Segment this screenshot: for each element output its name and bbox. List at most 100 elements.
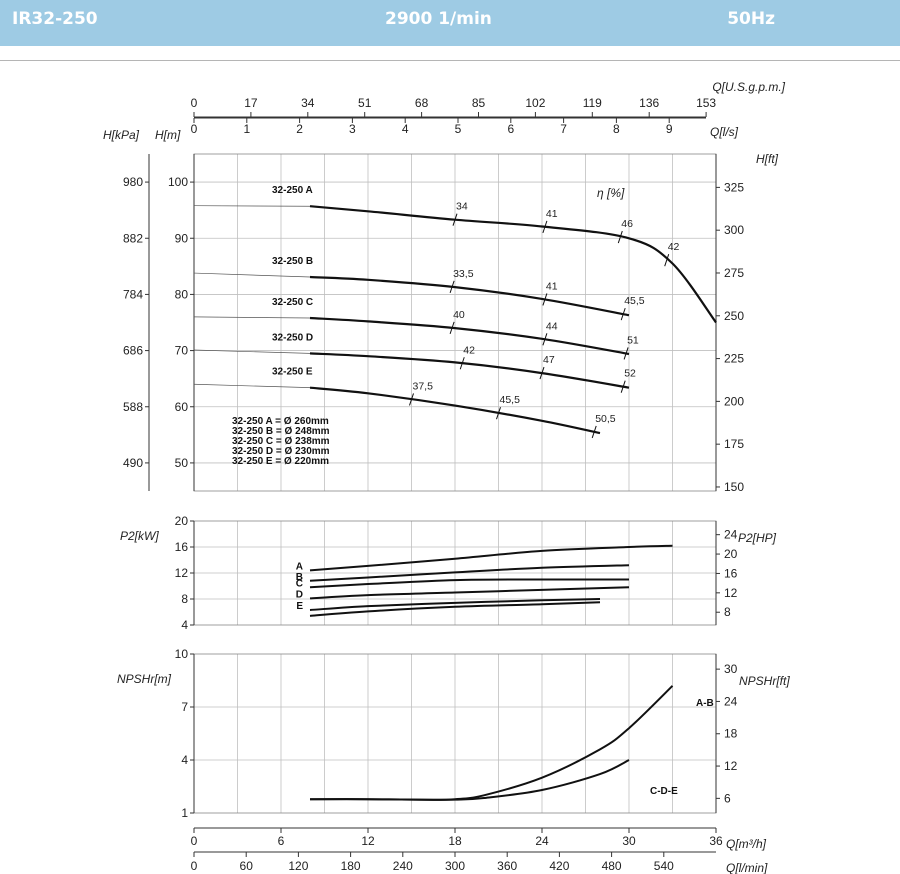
head-ft-tick-label: 200 <box>724 394 744 408</box>
efficiency-label: 42 <box>463 344 475 356</box>
m3h-tick-label: 24 <box>535 834 549 848</box>
power-curve <box>309 544 673 572</box>
power-kw-tick-label: 16 <box>175 540 189 554</box>
ls-tick-label: 7 <box>560 122 567 136</box>
head-m-tick-label: 60 <box>175 400 189 414</box>
efficiency-mark <box>449 321 455 335</box>
kpa-axis-title: H[kPa] <box>103 128 140 142</box>
head-ft-tick-label: 300 <box>724 223 744 237</box>
efficiency-mark <box>459 357 465 370</box>
lmin-tick-label: 180 <box>341 859 361 873</box>
head-curve-extension <box>193 349 311 354</box>
npsh-ft-tick-label: 18 <box>724 727 738 741</box>
diameter-legend-line: 32-250 C = Ø 238mm <box>232 436 330 447</box>
m3h-tick-label: 0 <box>191 834 198 848</box>
usgpm-tick-label: 153 <box>696 96 716 110</box>
efficiency-label: 45,5 <box>500 394 521 406</box>
efficiency-label: 33,5 <box>453 268 474 280</box>
head-curve-label: 32-250 C <box>272 297 313 308</box>
ls-tick-label: 6 <box>507 122 514 136</box>
efficiency-label: 50,5 <box>595 413 616 425</box>
head-m-tick-label: 70 <box>175 344 189 358</box>
usgpm-tick-label: 102 <box>525 96 545 110</box>
npsh-ft-tick-label: 6 <box>724 791 731 805</box>
power-curve-label: E <box>296 601 303 612</box>
efficiency-mark <box>449 280 455 294</box>
header-divider <box>0 60 900 61</box>
power-curve-label: C <box>296 578 303 589</box>
kpa-tick-label: 882 <box>123 231 143 245</box>
efficiency-mark <box>591 425 597 439</box>
efficiency-label: 42 <box>668 241 680 253</box>
usgpm-tick-label: 51 <box>358 96 372 110</box>
ls-tick-label: 1 <box>243 122 250 136</box>
power-curve-label: B <box>296 572 303 583</box>
power-curve <box>309 586 630 600</box>
power-kw-tick-label: 20 <box>175 514 189 528</box>
head-m-tick-label: 100 <box>168 175 188 189</box>
lmin-axis-title: Q[l/min] <box>726 861 768 874</box>
head-curve <box>309 205 717 324</box>
head-ft-axis-title: H[ft] <box>756 152 779 166</box>
efficiency-axis-title: η [%] <box>597 186 625 200</box>
usgpm-tick-label: 17 <box>244 96 258 110</box>
diameter-legend-line: 32-250 B = Ø 248mm <box>232 426 330 437</box>
usgpm-tick-label: 119 <box>583 96 602 110</box>
npsh-m-tick-label: 4 <box>181 753 188 767</box>
npsh-curve-label: A-B <box>696 698 714 709</box>
ls-tick-label: 2 <box>296 122 303 136</box>
power-kw-axis-title: P2[kW] <box>120 529 159 543</box>
lmin-tick-label: 240 <box>393 859 413 873</box>
efficiency-mark <box>664 253 670 267</box>
m3h-tick-label: 30 <box>622 834 636 848</box>
head-ft-tick-label: 275 <box>724 266 744 280</box>
kpa-tick-label: 980 <box>123 175 143 189</box>
npsh-curve-label: C-D-E <box>650 786 678 797</box>
power-curve <box>309 564 630 582</box>
efficiency-label: 41 <box>546 280 558 292</box>
efficiency-mark <box>496 407 501 420</box>
ls-tick-label: 3 <box>349 122 356 136</box>
diameter-legend-line: 32-250 E = Ø 220mm <box>232 456 329 467</box>
head-ft-tick-label: 175 <box>724 437 744 451</box>
head-curve-label: 32-250 E <box>272 367 313 378</box>
ls-tick-label: 9 <box>666 122 673 136</box>
head-m-tick-label: 90 <box>175 231 189 245</box>
frequency-title: 50Hz <box>727 9 775 29</box>
lmin-tick-label: 420 <box>549 859 569 873</box>
power-curve <box>309 598 601 611</box>
m3h-tick-label: 18 <box>448 834 462 848</box>
m3h-tick-label: 36 <box>709 834 723 848</box>
ls-tick-label: 4 <box>402 122 409 136</box>
power-curve-label: A <box>296 561 303 572</box>
head-ft-tick-label: 250 <box>724 309 744 323</box>
ls-tick-label: 5 <box>455 122 462 136</box>
efficiency-mark <box>620 380 626 393</box>
usgpm-tick-label: 34 <box>301 96 315 110</box>
m3h-tick-label: 6 <box>278 834 285 848</box>
head-curve <box>309 352 630 389</box>
efficiency-mark <box>620 307 626 321</box>
head-curve-label: 32-250 B <box>272 256 313 267</box>
speed-title: 2900 1/min <box>385 9 492 29</box>
head-curve <box>309 275 630 317</box>
efficiency-label: 41 <box>546 208 558 220</box>
usgpm-tick-label: 68 <box>415 96 429 110</box>
efficiency-mark <box>409 393 414 406</box>
efficiency-label: 37,5 <box>413 380 434 392</box>
lmin-tick-label: 60 <box>240 859 254 873</box>
head-curve <box>309 316 630 356</box>
power-hp-tick-label: 20 <box>724 547 738 561</box>
head-curve-label: 32-250 A <box>272 185 313 196</box>
diameter-legend-line: 32-250 D = Ø 230mm <box>232 446 330 457</box>
usgpm-tick-label: 136 <box>639 96 659 110</box>
model-title: IR32-250 <box>12 9 98 29</box>
efficiency-mark <box>623 347 629 360</box>
efficiency-mark <box>542 220 548 234</box>
lmin-tick-label: 0 <box>191 859 198 873</box>
efficiency-mark <box>539 366 545 380</box>
m3h-axis-title: Q[m³/h] <box>726 837 767 851</box>
power-curve <box>309 601 601 617</box>
kpa-tick-label: 784 <box>123 287 143 301</box>
